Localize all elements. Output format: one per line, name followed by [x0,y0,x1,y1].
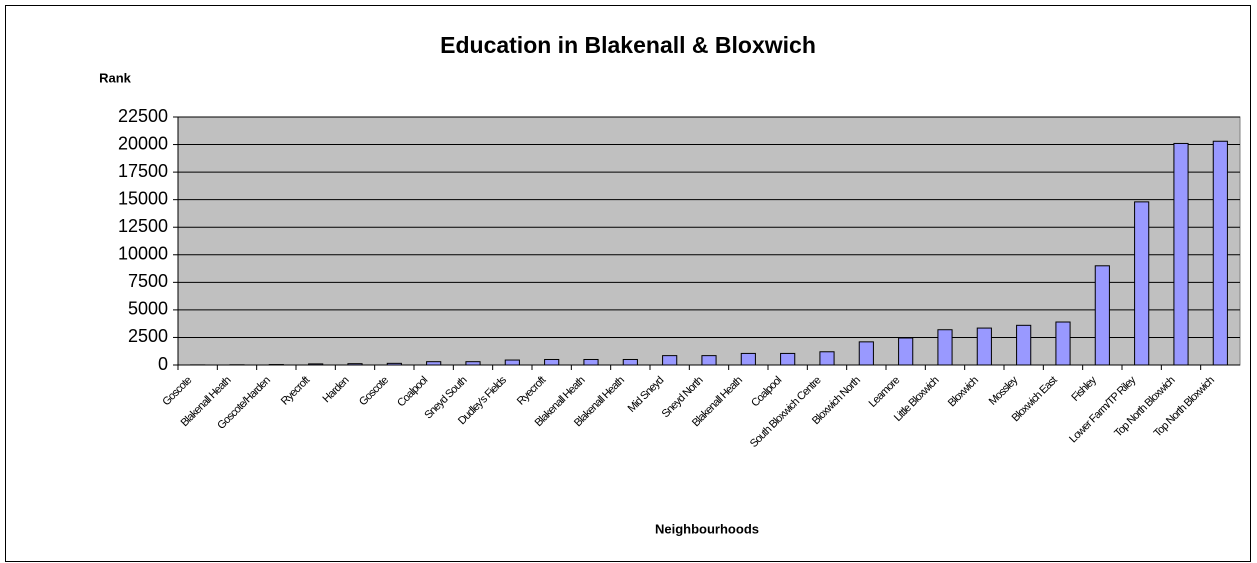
bar [819,351,835,366]
plot-area [177,116,1241,366]
bar [701,355,717,366]
bar [1094,265,1110,366]
bar [740,352,756,366]
bar [662,355,678,366]
bar [544,358,560,366]
bar [1212,140,1228,366]
bar [386,362,402,366]
bar [504,359,520,366]
y-tick-label: 7500 [128,271,168,291]
bar [426,361,442,366]
bar [858,341,874,366]
chart-title: Education in Blakenall & Bloxwich [440,32,816,58]
x-axis-label: Neighbourhoods [655,521,759,536]
bar [1055,321,1071,366]
bar [1173,142,1189,366]
bar [1134,201,1150,366]
y-tick-label: 10000 [118,244,168,264]
bar [308,363,324,366]
y-axis-label: Rank [99,70,132,85]
bar [465,361,481,366]
bar [898,337,914,366]
bar [622,358,638,366]
bar [937,329,953,366]
y-tick-label: 15000 [118,188,168,208]
y-tick-label: 0 [158,354,168,374]
bar [976,327,992,366]
bar [347,363,363,366]
y-tick-label: 5000 [128,299,168,319]
y-tick-label: 17500 [118,161,168,181]
y-tick-label: 12500 [118,216,168,236]
y-tick-label: 22500 [118,106,168,126]
bar [780,352,796,366]
bar [1016,324,1032,366]
bar [583,358,599,366]
y-tick-label: 2500 [128,326,168,346]
y-tick-label: 20000 [118,133,168,153]
